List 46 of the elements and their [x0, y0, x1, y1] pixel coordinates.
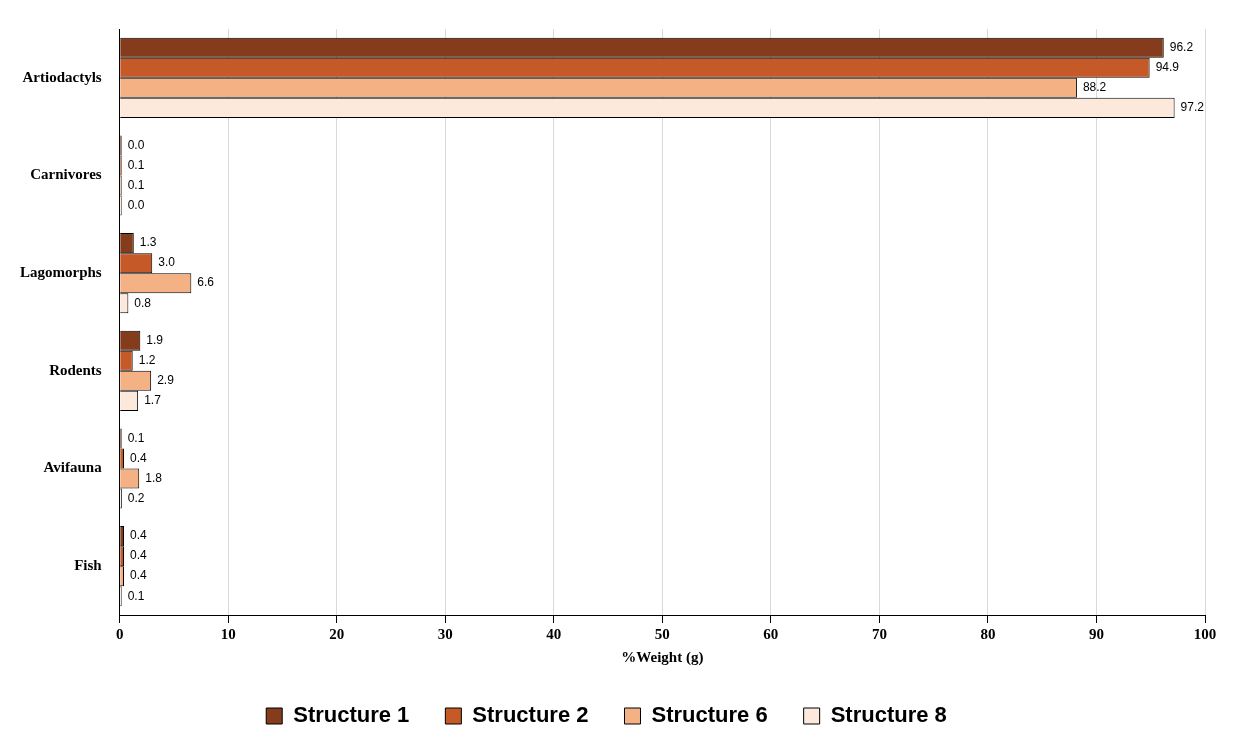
- data-label: 0.0: [127, 137, 145, 152]
- data-label: 1.7: [144, 393, 162, 408]
- data-label: 0.1: [127, 588, 145, 603]
- data-label: 0.4: [130, 450, 148, 465]
- y-tick-label: Fish: [74, 557, 103, 574]
- data-label: 0.8: [134, 295, 152, 310]
- y-tick-label: Carnivores: [30, 166, 102, 183]
- x-tick-label: 90: [1088, 625, 1104, 642]
- x-tick-label: 20: [329, 625, 345, 642]
- data-label: 1.2: [138, 353, 156, 368]
- x-tick-label: 80: [980, 625, 996, 642]
- y-tick-label: Artiodactyls: [22, 68, 102, 85]
- data-label: 0.1: [127, 177, 145, 192]
- data-label: 0.4: [130, 528, 148, 543]
- x-tick-label: 40: [546, 625, 562, 642]
- legend-label: Structure 1: [293, 702, 410, 728]
- data-label: 0.1: [127, 157, 145, 172]
- x-tick-label: 70: [871, 625, 887, 642]
- data-label: 6.6: [197, 275, 215, 290]
- data-label: 1.8: [145, 470, 163, 485]
- data-label: 94.9: [1155, 60, 1180, 75]
- data-label: 97.2: [1180, 100, 1205, 115]
- legend-label: Structure 2: [472, 702, 589, 728]
- x-tick-label: 60: [763, 625, 779, 642]
- data-label: 1.9: [146, 333, 164, 348]
- y-tick-label: Avifauna: [43, 459, 103, 476]
- data-label: 96.2: [1169, 40, 1194, 55]
- data-label: 2.9: [157, 373, 175, 388]
- x-tick-label: 100: [1193, 625, 1217, 642]
- data-label: 0.1: [127, 430, 145, 445]
- data-label: 0.4: [130, 568, 148, 583]
- data-label: 1.3: [139, 235, 157, 250]
- x-tick-label: 10: [220, 625, 236, 642]
- y-tick-label: Lagomorphs: [19, 264, 102, 281]
- x-tick-label: 0: [115, 625, 124, 642]
- y-tick-label: Rodents: [49, 361, 102, 378]
- data-label: 0.4: [130, 548, 148, 563]
- data-label: 3.0: [158, 255, 176, 270]
- x-tick-label: 30: [437, 625, 453, 642]
- legend-label: Structure 6: [651, 702, 768, 728]
- x-axis-title: %Weight (g): [621, 648, 704, 666]
- data-label: 0.0: [127, 197, 145, 212]
- data-label: 0.2: [127, 490, 145, 505]
- legend-label: Structure 8: [830, 702, 947, 728]
- data-label: 88.2: [1082, 80, 1107, 95]
- x-tick-label: 50: [654, 625, 670, 642]
